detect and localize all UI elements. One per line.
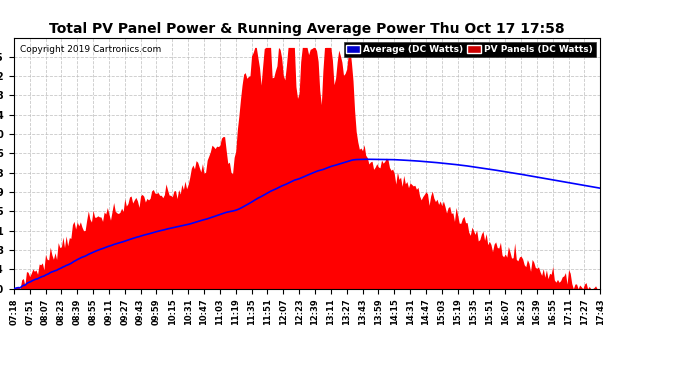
Title: Total PV Panel Power & Running Average Power Thu Oct 17 17:58: Total PV Panel Power & Running Average P…: [49, 22, 565, 36]
Text: Copyright 2019 Cartronics.com: Copyright 2019 Cartronics.com: [19, 45, 161, 54]
Legend: Average (DC Watts), PV Panels (DC Watts): Average (DC Watts), PV Panels (DC Watts): [344, 42, 595, 57]
